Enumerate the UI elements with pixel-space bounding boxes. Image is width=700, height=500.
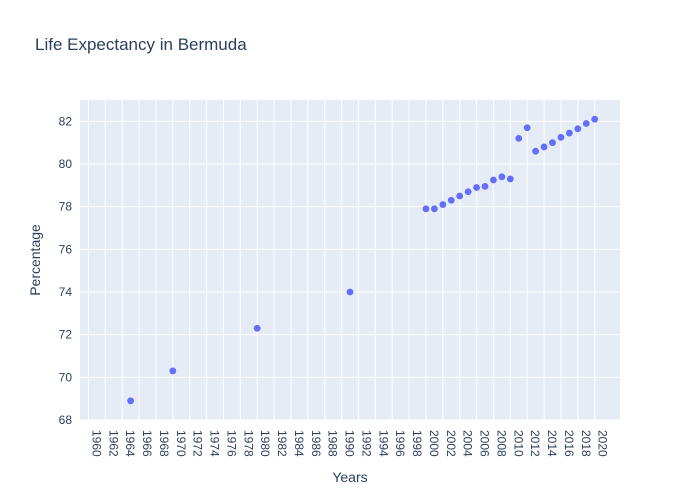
data-point (439, 201, 447, 208)
x-tick-label: 1976 (224, 430, 238, 457)
x-tick-label: 2012 (528, 430, 542, 457)
data-point (253, 324, 261, 332)
x-tick-label: 1996 (393, 430, 407, 457)
plot-area (80, 100, 620, 420)
x-tick-label: 1978 (241, 430, 255, 457)
data-points (127, 115, 599, 405)
data-point (540, 143, 548, 151)
data-point (127, 397, 135, 405)
y-tick-label: 78 (59, 200, 73, 214)
x-tick-label: 2018 (579, 430, 593, 457)
data-point (506, 175, 514, 183)
y-tick-label: 70 (59, 370, 73, 384)
grid-lines (80, 100, 620, 421)
data-point (464, 188, 472, 196)
x-tick-label: 1998 (410, 430, 424, 457)
data-point (557, 133, 565, 141)
y-tick-label: 76 (59, 242, 73, 256)
data-point (523, 124, 531, 132)
data-point (422, 205, 430, 213)
y-axis-ticks: 68 70 72 74 76 78 80 82 (59, 114, 73, 427)
data-point (481, 183, 489, 190)
x-tick-label: 2016 (562, 430, 576, 457)
data-point (169, 367, 177, 375)
x-tick-label: 1994 (376, 430, 390, 457)
x-tick-label: 1990 (343, 430, 357, 457)
x-tick-label: 1986 (309, 430, 323, 457)
x-tick-label: 2008 (494, 430, 508, 457)
data-point (565, 129, 573, 137)
data-point (447, 196, 455, 204)
data-point (430, 205, 438, 213)
x-tick-label: 1988 (326, 430, 340, 457)
y-axis-label: Percentage (27, 224, 43, 296)
x-tick-label: 2010 (511, 430, 525, 457)
x-axis-label: Years (332, 469, 367, 485)
data-point (549, 139, 556, 147)
data-point (346, 288, 354, 296)
data-point (532, 147, 540, 155)
data-point (498, 173, 506, 181)
x-tick-label: 1960 (89, 430, 103, 457)
x-tick-label: 1980 (258, 430, 272, 457)
y-tick-label: 80 (59, 157, 73, 171)
chart-title: Life Expectancy in Bermuda (35, 35, 247, 54)
x-tick-label: 1968 (157, 430, 171, 457)
x-axis-ticks: 1960 1962 1964 1966 1968 1970 1972 1974 1976 1978… (89, 430, 609, 457)
data-point (591, 115, 599, 123)
x-tick-label: 1964 (123, 430, 137, 457)
x-tick-label: 2020 (596, 430, 610, 457)
data-point (456, 192, 464, 200)
data-point (490, 176, 497, 184)
x-tick-label: 1982 (275, 430, 289, 457)
x-tick-label: 1992 (359, 430, 373, 457)
data-point (574, 125, 582, 133)
x-tick-label: 1970 (174, 430, 188, 457)
y-tick-label: 82 (59, 114, 73, 128)
x-tick-label: 2004 (461, 430, 475, 457)
data-point (515, 135, 523, 142)
data-point (473, 184, 480, 191)
y-tick-label: 74 (59, 285, 73, 299)
x-tick-label: 1984 (292, 430, 306, 457)
data-point (582, 120, 590, 127)
y-tick-label: 72 (59, 328, 73, 342)
x-tick-label: 1972 (191, 430, 205, 457)
y-tick-label: 68 (59, 413, 73, 427)
x-tick-label: 2002 (444, 430, 458, 457)
x-tick-label: 2000 (427, 430, 441, 457)
x-tick-label: 1966 (140, 430, 154, 457)
x-tick-label: 2014 (545, 430, 559, 457)
x-tick-label: 1974 (208, 430, 222, 457)
x-tick-label: 1962 (106, 430, 120, 457)
x-tick-label: 2006 (478, 430, 492, 457)
